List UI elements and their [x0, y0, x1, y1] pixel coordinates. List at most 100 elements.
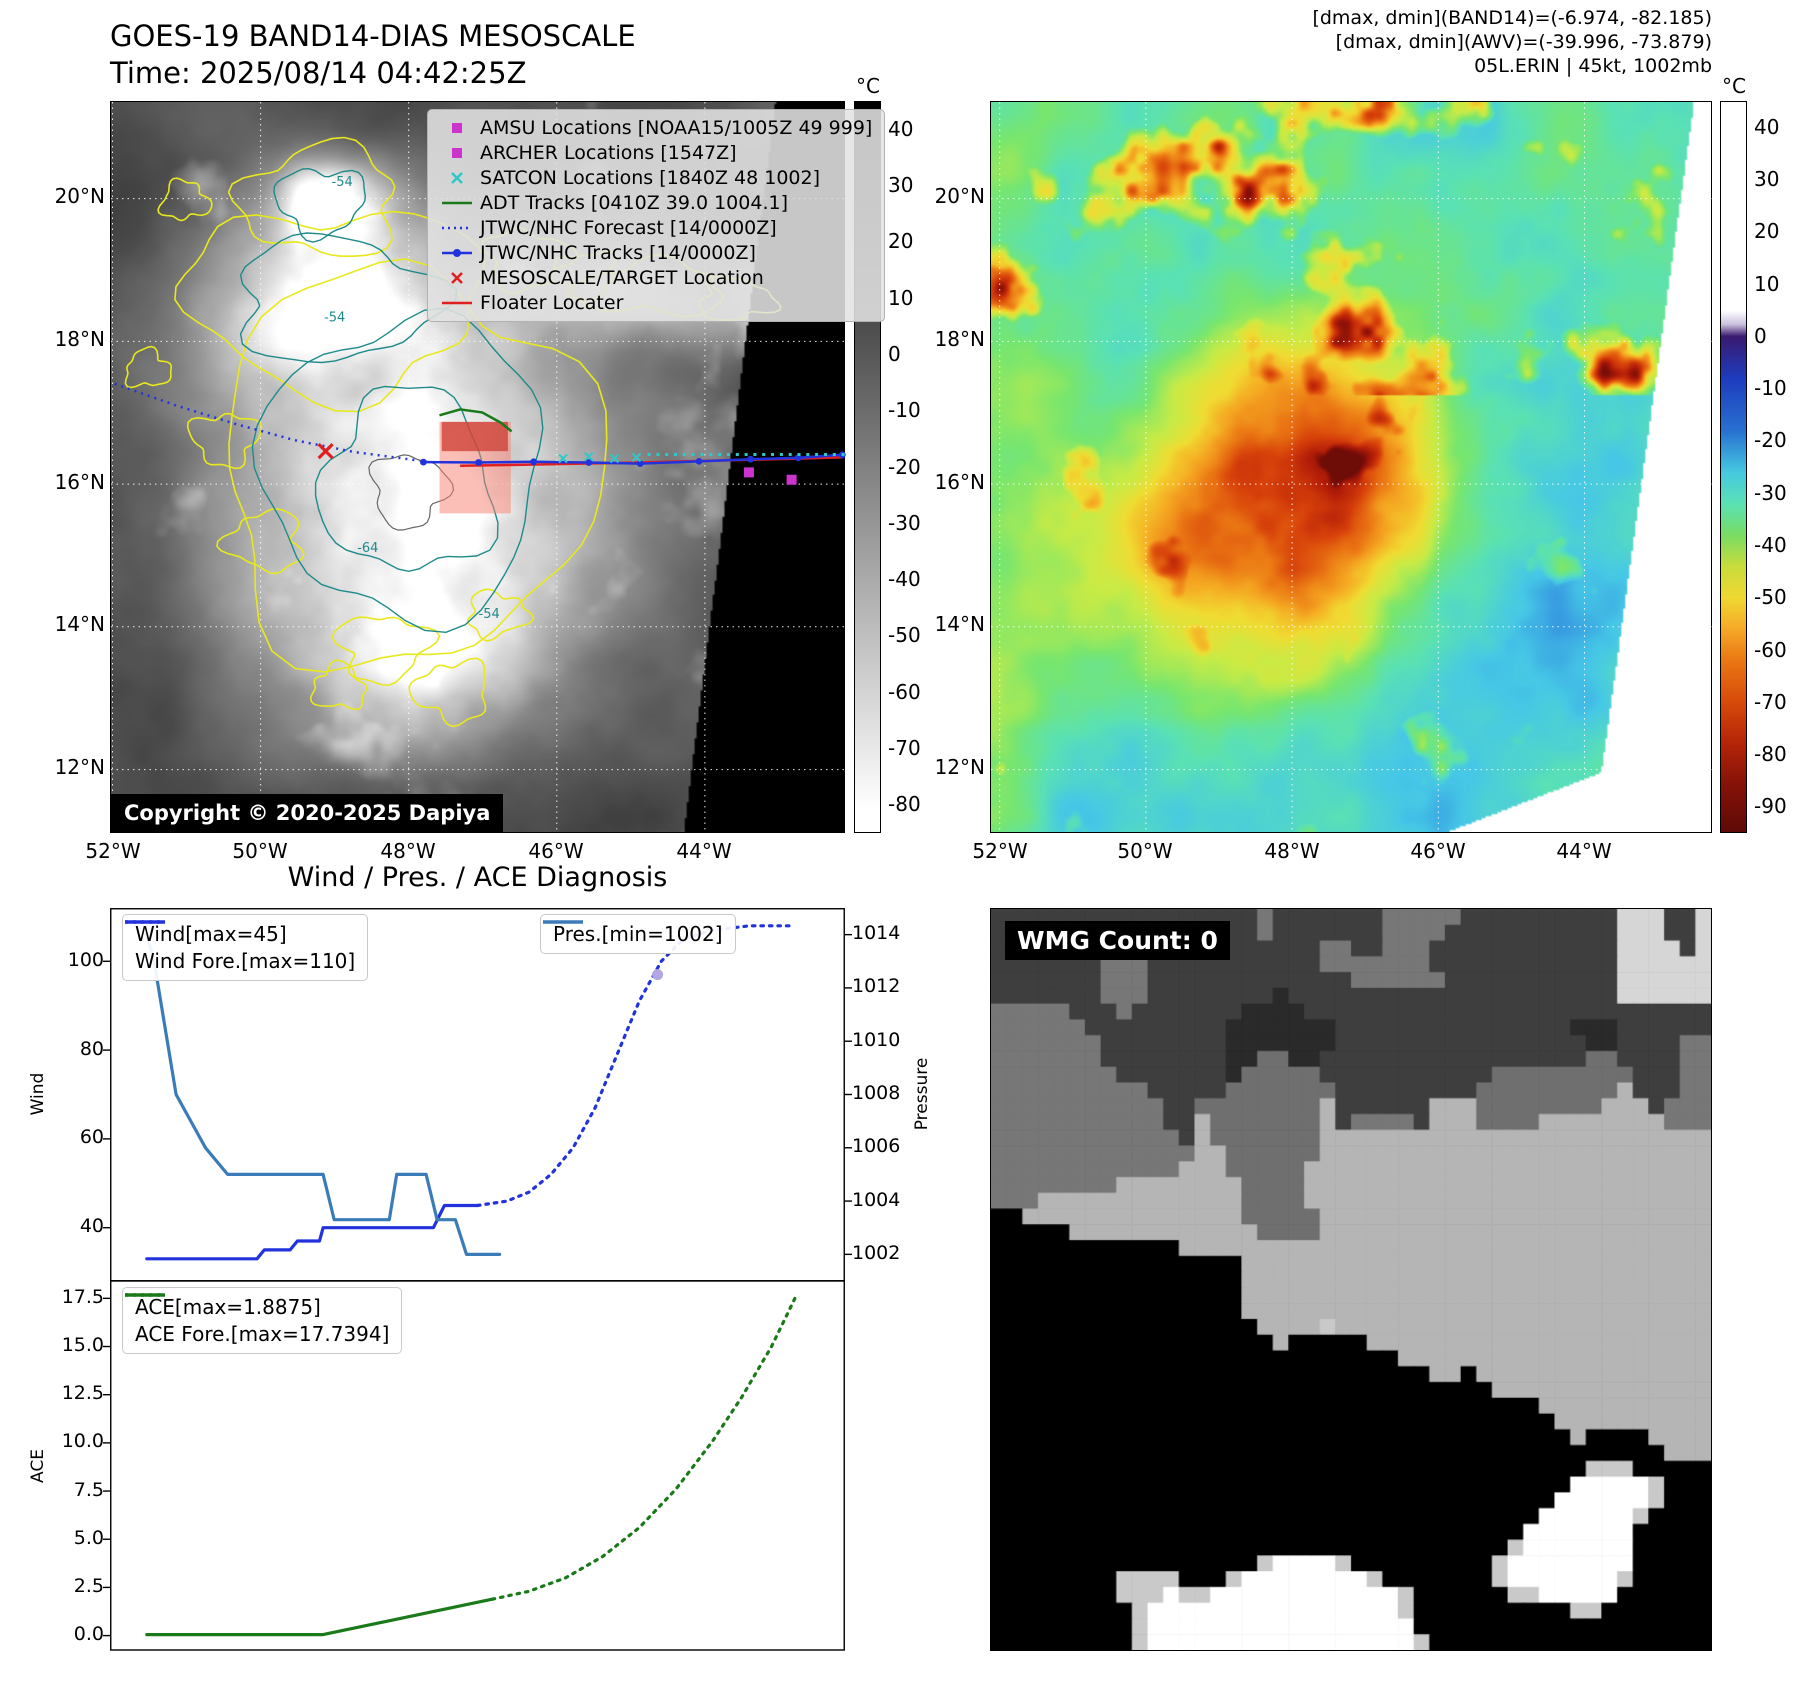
jtwc-track-point — [636, 460, 644, 467]
wind-tick-label: 40 — [79, 1215, 104, 1237]
colorbar-tick-label: 30 — [1754, 167, 1780, 191]
colorbar-tick-label: 20 — [1754, 219, 1780, 243]
colorbar-tick-label: -60 — [888, 680, 921, 704]
satcon-trail-dot — [841, 453, 845, 456]
colorbar-tick-label: 40 — [888, 117, 914, 141]
ir-contour-yellow — [216, 507, 305, 575]
ir-contour-yellow — [124, 345, 173, 389]
jtwc-forecast-track — [114, 382, 420, 462]
contour-value-label: -54 — [324, 311, 345, 326]
satcon-trail-dot — [815, 453, 819, 456]
legend-item-label: Wind Fore.[max=110] — [135, 949, 356, 973]
wind-tick-label: 60 — [79, 1126, 104, 1148]
satcon-trail-dot — [665, 453, 669, 456]
legend-item-label: ARCHER Locations [1547Z] — [480, 142, 737, 164]
tr-colorbar-unit: °C — [1722, 74, 1746, 98]
ir-graticule-overlay — [991, 102, 1713, 834]
amsu-marker — [786, 474, 797, 485]
contour-value-label: -54 — [479, 607, 500, 622]
jtwc-track-point — [475, 459, 482, 466]
colorbar-tick-label: -30 — [1754, 481, 1787, 505]
ir-contour-teal — [314, 385, 499, 573]
tl-colorbar-unit: °C — [856, 74, 880, 98]
jtwc-track-point — [530, 458, 537, 466]
x-marker-icon — [451, 272, 463, 284]
lon-tick-label: 44°W — [676, 839, 732, 863]
square-marker-icon — [452, 148, 462, 158]
colorbar-tick-label: -80 — [1754, 742, 1787, 766]
satcon-marker — [631, 452, 642, 463]
lon-tick-label: 44°W — [1556, 839, 1612, 863]
lat-tick-label: 20°N — [934, 184, 985, 208]
legend-item: MESOSCALE/TARGET Location — [440, 267, 872, 289]
chart-legend: Wind[max=45] Wind Fore.[max=110] — [122, 914, 369, 981]
line-marker-icon — [442, 201, 472, 205]
wind-tick-label: 80 — [79, 1038, 104, 1060]
forecast-max-marker — [652, 969, 664, 981]
ir-enhanced-canvas — [991, 102, 1711, 832]
line-sample-icon — [125, 1293, 165, 1297]
pressure-tick-label: 1010 — [852, 1029, 901, 1051]
satcon-trail-dot — [691, 453, 695, 456]
colorbar-tick-label: -20 — [1754, 428, 1787, 452]
colorbar-tick-label: -70 — [1754, 690, 1787, 714]
ir-contour-yellow — [157, 177, 213, 222]
colorbar-tick-label: -50 — [1754, 585, 1787, 609]
colorbar-tick-label: 40 — [1754, 115, 1780, 139]
lat-tick-label: 12°N — [54, 755, 105, 779]
ir-contour-yellow — [174, 210, 486, 413]
ir-contour-teal — [251, 307, 544, 634]
legend-item-label: ACE[max=1.8875] — [135, 1295, 321, 1319]
legend-item: Wind[max=45] — [125, 920, 355, 946]
ace-axis-label: ACE — [28, 1449, 48, 1483]
tr-header-block: [dmax, dmin](BAND14)=(-6.974, -82.185) [… — [1000, 6, 1712, 78]
satcon-trail-dot — [709, 453, 713, 456]
lat-tick-label: 16°N — [54, 470, 105, 494]
satcon-trail-dot — [674, 453, 677, 456]
ace-tick-label: 15.0 — [61, 1334, 104, 1356]
ir-contour-yellow — [227, 136, 396, 257]
ir-contour-teal — [239, 232, 458, 364]
legend-item: SATCON Locations [1840Z 48 1002] — [440, 167, 872, 189]
contour-value-label: -64 — [357, 541, 378, 556]
satcon-trail-dot — [797, 453, 801, 456]
colorbar-tick-label: -10 — [888, 398, 921, 422]
ace-tick-label: 0.0 — [73, 1623, 104, 1645]
line-sample-icon — [543, 920, 583, 924]
legend-item: ACE Fore.[max=17.7394] — [125, 1293, 389, 1346]
ir-enhanced-panel: 20°N 18°N 16°N 14°N 12°N 52°W 50°W 48°W 46°W 44°W — [935, 101, 1713, 862]
jtwc-track-point — [794, 454, 802, 462]
colorbar-tick-label: -40 — [888, 567, 921, 591]
satcon-trail-dot — [700, 453, 704, 456]
chart-legend: ACE[max=1.8875] ACE Fore.[max=17.7394] — [122, 1287, 403, 1354]
lon-tick-label: 52°W — [85, 839, 141, 863]
line-sample-icon — [125, 920, 165, 924]
line-marker-icon — [442, 301, 472, 305]
colorbar-tick-label: -80 — [888, 792, 921, 816]
wmg-count-badge: WMG Count: 0 — [1005, 921, 1230, 960]
wmg-panel: WMG Count: 0 — [990, 908, 1712, 1651]
ir-contour-yellow — [408, 657, 487, 728]
jtwc-track-point — [695, 458, 703, 465]
legend-item: ACE[max=1.8875] — [125, 1293, 389, 1319]
legend-item-label: AMSU Locations [NOAA15/1005Z 49 999] — [480, 117, 873, 139]
ir-contour-teal — [273, 167, 367, 243]
lat-tick-label: 18°N — [54, 327, 105, 351]
pressure-tick-label: 1004 — [852, 1189, 901, 1211]
ace-tick-label: 2.5 — [73, 1575, 104, 1597]
diagnosis-chart-title: Wind / Pres. / ACE Diagnosis — [287, 862, 668, 893]
satcon-trail-dot — [682, 453, 686, 456]
satcon-trail-dot — [647, 453, 651, 456]
jtwc-track-point — [420, 458, 427, 466]
series-solid — [145, 933, 502, 1256]
legend-item: Wind Fore.[max=110] — [125, 920, 356, 973]
line-dot-marker-icon — [442, 249, 472, 257]
lat-tick-label: 14°N — [934, 612, 985, 636]
wind-tick-label: 100 — [67, 949, 104, 971]
ace-tick-label: 12.5 — [61, 1382, 104, 1404]
dmax-dmin-band14: [dmax, dmin](BAND14)=(-6.974, -82.185) — [1312, 7, 1712, 29]
series-dotted — [490, 1292, 799, 1601]
legend-item: Floater Locater — [440, 292, 872, 314]
colorbar-tick-label: -10 — [1754, 376, 1787, 400]
ir-contour-yellow — [466, 588, 535, 642]
